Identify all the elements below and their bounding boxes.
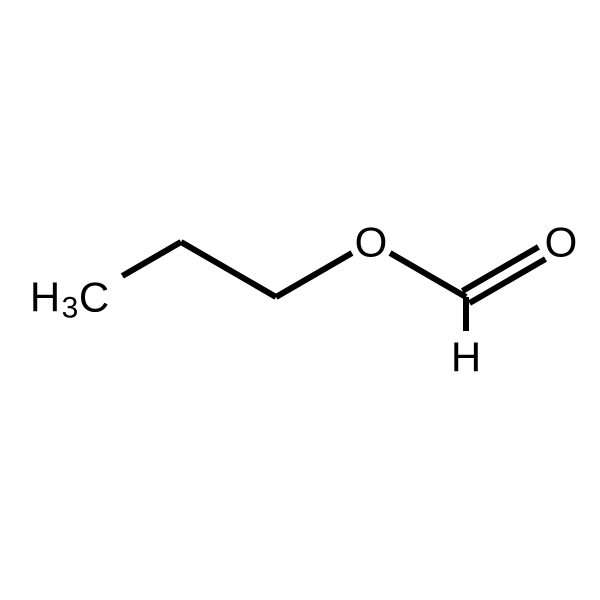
methyl-sub3: 3 [62, 292, 79, 325]
methyl-C: C [79, 274, 109, 321]
atom-labels-layer: H 3 C O O H [30, 219, 578, 381]
methyl-H: H [30, 274, 60, 321]
formyl-hydrogen-label: H [451, 334, 481, 381]
bond-line [276, 253, 352, 297]
bond-line [390, 253, 466, 297]
ether-oxygen-label: O [355, 219, 388, 266]
methyl-label: H 3 C [30, 274, 109, 325]
carbonyl-oxygen-label: O [545, 219, 578, 266]
molecule-canvas: H 3 C O O H [0, 0, 600, 600]
bond-line [122, 242, 181, 276]
bonds-layer [122, 242, 545, 331]
bond-line [181, 242, 276, 297]
